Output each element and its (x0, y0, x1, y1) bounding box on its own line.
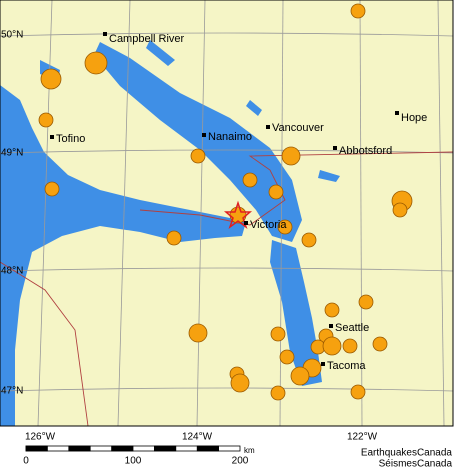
earthquakes (38, 3, 413, 401)
earthquake (322, 336, 342, 356)
earthquake (270, 385, 286, 401)
longitude-label: 126°W (25, 432, 56, 443)
earthquake (188, 323, 208, 343)
earthquake (44, 181, 60, 197)
earthquake (279, 349, 295, 365)
earthquake (358, 294, 374, 310)
scale-bar-segment (153, 445, 177, 452)
scale-label: 100 (125, 456, 142, 467)
earthquake (84, 51, 108, 75)
earthquake (268, 184, 284, 200)
scale-bar-segment (68, 445, 91, 452)
city-label: Tacoma (327, 360, 366, 372)
latitude-label: 49°N (1, 148, 23, 159)
credit: EarthquakesCanada (361, 448, 453, 459)
city-label: Vancouver (272, 122, 324, 134)
scale-bar-segment (111, 445, 134, 452)
border (0, 261, 89, 427)
earthquake (190, 148, 206, 164)
earthquake (301, 232, 317, 248)
scale-bar-segment (25, 445, 48, 452)
puget-sound (270, 240, 322, 386)
earthquake (270, 326, 286, 342)
longitude-label: 122°W (347, 432, 378, 443)
border (139, 151, 454, 226)
city-label: Hope (401, 112, 427, 124)
city-marker (321, 362, 325, 366)
latitude-label: 48°N (1, 266, 23, 277)
earthquake (277, 219, 293, 235)
scale-bar (25, 445, 241, 452)
city-label: Nanaimo (208, 131, 252, 143)
city-label: Tofino (56, 133, 85, 145)
earthquake (350, 384, 366, 400)
city-marker (244, 221, 248, 225)
city-marker (202, 133, 206, 137)
cities: Campbell River Tofino Nanaimo Vancouver … (50, 32, 427, 372)
city-marker (103, 32, 107, 36)
earthquake (242, 172, 258, 188)
strait-of-georgia (94, 42, 302, 242)
scale-bar-segment (196, 445, 219, 452)
earthquake (281, 146, 301, 166)
graticule (0, 0, 454, 427)
pacific-ocean (0, 85, 246, 426)
earthquake (342, 338, 358, 354)
earthquake (230, 373, 250, 393)
latitude-label: 50°N (1, 30, 23, 41)
city-marker (50, 135, 54, 139)
city-marker (329, 324, 333, 328)
earthquake (40, 68, 62, 90)
city-label: Abbotsford (339, 145, 392, 157)
city-marker (333, 146, 337, 150)
city-label: Victoria (250, 219, 287, 231)
credit: SéismesCanada (379, 459, 453, 467)
earthquake (350, 3, 366, 19)
scale-label: 0 (23, 456, 29, 467)
city-marker (395, 111, 399, 115)
city-marker (266, 125, 270, 129)
earthquake (166, 230, 182, 246)
earthquake (372, 336, 388, 352)
epicenter-star (223, 200, 253, 230)
map-frame (0, 0, 454, 427)
scale-label: 200 (232, 456, 249, 467)
city-label: Seattle (335, 322, 369, 334)
latitude-label: 47°N (1, 386, 23, 397)
earthquake (392, 202, 408, 218)
earthquake (290, 366, 310, 386)
longitude-label: 124°W (182, 432, 213, 443)
earthquake (324, 302, 340, 318)
scale-unit: km (244, 446, 255, 455)
city-label: Campbell River (109, 33, 185, 45)
earthquake (38, 112, 54, 128)
